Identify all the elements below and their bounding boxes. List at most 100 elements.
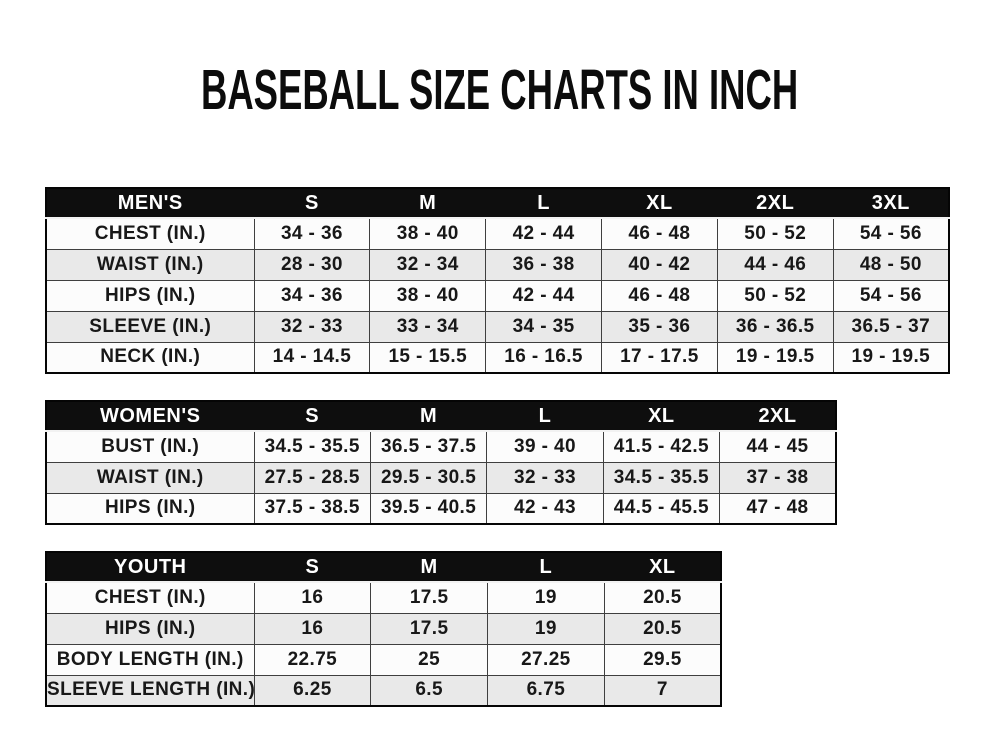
size-value-cell: 42 - 43: [486, 492, 604, 525]
size-value-cell: 39.5 - 40.5: [369, 492, 488, 525]
womens-table-title-cell: WOMEN'S: [45, 400, 255, 432]
size-value-cell: 29.5 - 30.5: [369, 461, 488, 494]
size-value-cell: 28 - 30: [253, 248, 371, 281]
size-value-cell: 50 - 52: [716, 217, 834, 250]
size-value-cell: 17 - 17.5: [600, 341, 718, 374]
size-value-cell: 29.5: [603, 643, 722, 676]
size-value-cell: 48 - 50: [832, 248, 950, 281]
measurement-label-cell: WAIST (IN.): [45, 461, 255, 494]
size-value-cell: 36 - 38: [485, 248, 602, 281]
size-value-cell: 36 - 36.5: [716, 310, 834, 343]
mens-size-column-header: 2XL: [716, 187, 834, 219]
youth-size-column-header: L: [487, 551, 605, 583]
size-value-cell: 50 - 52: [716, 279, 834, 312]
size-value-cell: 47 - 48: [719, 492, 837, 525]
size-value-cell: 39 - 40: [486, 430, 604, 463]
table-row: WAIST (IN.) 28 - 30 32 - 34 36 - 38 40 - 42 4…: [45, 248, 950, 281]
measurement-label-cell: NECK (IN.): [45, 341, 255, 374]
size-value-cell: 44 - 45: [719, 430, 837, 463]
page-title-text: BASEBALL SIZE CHARTS IN INCH: [201, 58, 799, 122]
size-value-cell: 34 - 36: [253, 279, 371, 312]
size-value-cell: 6.5: [370, 674, 488, 707]
size-value-cell: 16: [253, 581, 372, 614]
mens-size-column-header: M: [369, 187, 487, 219]
table-row: NECK (IN.) 14 - 14.5 15 - 15.5 16 - 16.5 17 …: [45, 341, 950, 374]
measurement-label-cell: HIPS (IN.): [45, 492, 255, 525]
table-row: SLEEVE (IN.) 32 - 33 33 - 34 34 - 35 35 - 36…: [45, 310, 950, 343]
size-value-cell: 46 - 48: [600, 279, 718, 312]
size-value-cell: 54 - 56: [832, 217, 950, 250]
size-value-cell: 6.75: [487, 674, 605, 707]
size-value-cell: 19: [487, 612, 605, 645]
size-value-cell: 25: [370, 643, 488, 676]
womens-size-column-header: M: [369, 400, 488, 432]
youth-size-table: YOUTH S M L XL CHEST (IN.) 16 17.5 19 20.5 HIPS (I…: [45, 551, 722, 707]
size-value-cell: 40 - 42: [600, 248, 718, 281]
size-value-cell: 34 - 35: [485, 310, 602, 343]
size-value-cell: 17.5: [370, 612, 488, 645]
table-row: WAIST (IN.) 27.5 - 28.5 29.5 - 30.5 32 - 33…: [45, 461, 837, 494]
mens-size-column-header: 3XL: [832, 187, 950, 219]
size-value-cell: 33 - 34: [369, 310, 487, 343]
size-value-cell: 14 - 14.5: [253, 341, 371, 374]
size-value-cell: 32 - 33: [486, 461, 604, 494]
mens-header-row: MEN'S S M L XL 2XL 3XL: [45, 187, 950, 219]
table-row: BUST (IN.) 34.5 - 35.5 36.5 - 37.5 39 - 40 4…: [45, 430, 837, 463]
youth-size-column-header: M: [370, 551, 488, 583]
womens-size-chart: WOMEN'S S M L XL 2XL BUST (IN.) 34.5 - 35.5 36.5…: [45, 400, 837, 525]
mens-table-title-cell: MEN'S: [45, 187, 255, 219]
size-value-cell: 38 - 40: [369, 217, 487, 250]
size-value-cell: 16 - 16.5: [485, 341, 602, 374]
size-value-cell: 44 - 46: [716, 248, 834, 281]
size-value-cell: 35 - 36: [600, 310, 718, 343]
size-value-cell: 19 - 19.5: [832, 341, 950, 374]
size-value-cell: 34.5 - 35.5: [253, 430, 371, 463]
size-value-cell: 36.5 - 37.5: [369, 430, 488, 463]
womens-size-table: WOMEN'S S M L XL 2XL BUST (IN.) 34.5 - 35.5 36.5…: [45, 400, 837, 525]
measurement-label-cell: SLEEVE LENGTH (IN.): [45, 674, 255, 707]
size-value-cell: 38 - 40: [369, 279, 487, 312]
womens-size-column-header: S: [253, 400, 371, 432]
measurement-label-cell: SLEEVE (IN.): [45, 310, 255, 343]
mens-size-column-header: L: [485, 187, 602, 219]
size-value-cell: 19: [487, 581, 605, 614]
youth-size-chart: YOUTH S M L XL CHEST (IN.) 16 17.5 19 20.5 HIPS (I…: [45, 551, 722, 707]
table-row: CHEST (IN.) 34 - 36 38 - 40 42 - 44 46 - 48 5…: [45, 217, 950, 250]
measurement-label-cell: CHEST (IN.): [45, 581, 255, 614]
youth-header-row: YOUTH S M L XL: [45, 551, 722, 583]
page-title: BASEBALL SIZE CHARTS IN INCH: [0, 62, 1000, 119]
size-value-cell: 17.5: [370, 581, 488, 614]
size-value-cell: 41.5 - 42.5: [602, 430, 721, 463]
size-value-cell: 19 - 19.5: [716, 341, 834, 374]
size-value-cell: 15 - 15.5: [369, 341, 487, 374]
size-value-cell: 22.75: [253, 643, 372, 676]
size-value-cell: 44.5 - 45.5: [602, 492, 721, 525]
size-value-cell: 42 - 44: [485, 279, 602, 312]
table-row: SLEEVE LENGTH (IN.) 6.25 6.5 6.75 7: [45, 674, 722, 707]
mens-size-chart: MEN'S S M L XL 2XL 3XL CHEST (IN.) 34 - 36 38 - 4…: [45, 187, 950, 374]
size-value-cell: 54 - 56: [832, 279, 950, 312]
measurement-label-cell: CHEST (IN.): [45, 217, 255, 250]
size-value-cell: 34 - 36: [253, 217, 371, 250]
table-row: BODY LENGTH (IN.) 22.75 25 27.25 29.5: [45, 643, 722, 676]
table-row: HIPS (IN.) 34 - 36 38 - 40 42 - 44 46 - 48 50…: [45, 279, 950, 312]
measurement-label-cell: BUST (IN.): [45, 430, 255, 463]
size-value-cell: 34.5 - 35.5: [602, 461, 721, 494]
size-value-cell: 32 - 33: [253, 310, 371, 343]
measurement-label-cell: HIPS (IN.): [45, 279, 255, 312]
size-value-cell: 7: [603, 674, 722, 707]
size-value-cell: 37.5 - 38.5: [253, 492, 371, 525]
size-value-cell: 20.5: [603, 581, 722, 614]
measurement-label-cell: BODY LENGTH (IN.): [45, 643, 255, 676]
mens-size-column-header: XL: [600, 187, 718, 219]
table-row: CHEST (IN.) 16 17.5 19 20.5: [45, 581, 722, 614]
size-value-cell: 36.5 - 37: [832, 310, 950, 343]
size-value-cell: 42 - 44: [485, 217, 602, 250]
size-value-cell: 46 - 48: [600, 217, 718, 250]
womens-size-column-header: XL: [602, 400, 721, 432]
womens-size-column-header: 2XL: [719, 400, 837, 432]
size-value-cell: 20.5: [603, 612, 722, 645]
size-value-cell: 16: [253, 612, 372, 645]
womens-header-row: WOMEN'S S M L XL 2XL: [45, 400, 837, 432]
